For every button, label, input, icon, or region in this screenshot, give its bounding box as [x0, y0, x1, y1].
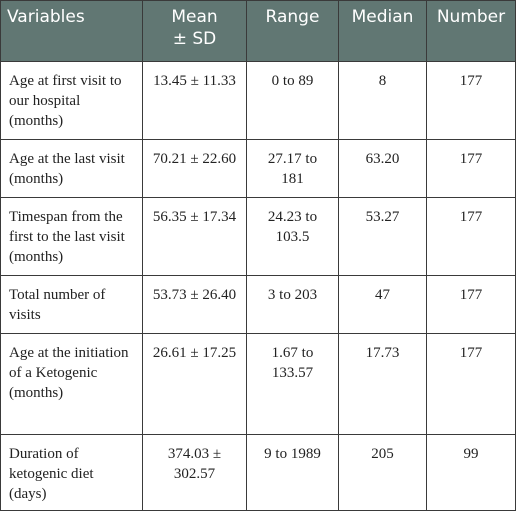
cell-variable: Duration of ketogenic diet (days): [0, 434, 143, 511]
cell-median: 47: [338, 275, 427, 334]
header-mean-sd: Mean ± SD: [142, 0, 247, 62]
cell-number: 177: [426, 333, 516, 435]
cell-mean-sd: 26.61 ± 17.25: [142, 333, 247, 435]
cell-range: 27.17 to 181: [246, 139, 339, 198]
cell-median: 8: [338, 61, 427, 140]
cell-range: 24.23 to 103.5: [246, 197, 339, 276]
cell-median: 53.27: [338, 197, 427, 276]
cell-mean-sd: 56.35 ± 17.34: [142, 197, 247, 276]
cell-median: 205: [338, 434, 427, 511]
cell-variable: Age at the last visit (months): [0, 139, 143, 198]
cell-mean-sd: 70.21 ± 22.60: [142, 139, 247, 198]
header-variables: Variables: [0, 0, 143, 62]
cell-range: 1.67 to 133.57: [246, 333, 339, 435]
cell-range: 3 to 203: [246, 275, 339, 334]
table-header: Variables Mean ± SD Range Median Number: [0, 0, 516, 62]
table-body: Age at first visit to our hospital (mont…: [0, 61, 516, 511]
table-row: Total number of visits 53.73 ± 26.40 3 t…: [0, 275, 516, 334]
cell-variable: Timespan from the first to the last visi…: [0, 197, 143, 276]
cell-number: 177: [426, 197, 516, 276]
table-row: Timespan from the first to the last visi…: [0, 197, 516, 276]
table-row: Age at the last visit (months) 70.21 ± 2…: [0, 139, 516, 198]
cell-range: 0 to 89: [246, 61, 339, 140]
cell-mean-sd: 53.73 ± 26.40: [142, 275, 247, 334]
cell-median: 63.20: [338, 139, 427, 198]
cell-mean-sd: 374.03 ± 302.57: [142, 434, 247, 511]
header-mean-sd-label: Mean ± SD: [171, 7, 218, 49]
table-row: Age at first visit to our hospital (mont…: [0, 61, 516, 140]
header-number: Number: [426, 0, 516, 62]
cell-mean-sd: 13.45 ± 11.33: [142, 61, 247, 140]
header-range: Range: [246, 0, 339, 62]
header-median: Median: [338, 0, 427, 62]
cell-variable: Age at first visit to our hospital (mont…: [0, 61, 143, 140]
cell-number: 177: [426, 61, 516, 140]
table-row: Age at the initiation of a Ketogenic (mo…: [0, 333, 516, 435]
cell-number: 177: [426, 275, 516, 334]
table-row: Duration of ketogenic diet (days) 374.03…: [0, 434, 516, 511]
cell-variable: Age at the initiation of a Ketogenic (mo…: [0, 333, 143, 435]
cell-number: 177: [426, 139, 516, 198]
cell-variable: Total number of visits: [0, 275, 143, 334]
cell-median: 17.73: [338, 333, 427, 435]
cell-range: 9 to 1989: [246, 434, 339, 511]
cell-number: 99: [426, 434, 516, 511]
header-row: Variables Mean ± SD Range Median Number: [0, 0, 516, 62]
